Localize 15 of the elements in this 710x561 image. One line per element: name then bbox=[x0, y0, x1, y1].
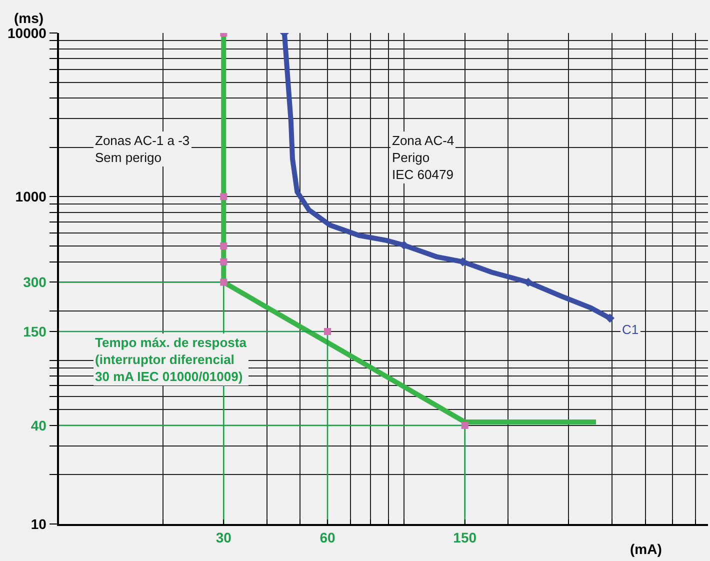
x-axis-title: (mA) bbox=[630, 541, 662, 557]
annotation: Zona AC-4 Perigo IEC 60479 bbox=[392, 133, 454, 182]
y-tick-label: 150 bbox=[23, 323, 47, 340]
annotation: C1 bbox=[622, 322, 639, 337]
x-tick-label: 150 bbox=[453, 530, 477, 546]
y-tick-label: 1000 bbox=[15, 188, 47, 205]
y-tick-label: 300 bbox=[23, 274, 47, 290]
y-tick-label: 10 bbox=[30, 516, 47, 532]
y-tick-label: 40 bbox=[30, 417, 47, 434]
annotation: Zonas AC-1 a -3 Sem perigo bbox=[95, 133, 190, 165]
y-axis-title: (ms) bbox=[14, 10, 44, 26]
x-tick-label: 30 bbox=[216, 530, 232, 546]
annotation: Tempo máx. de resposta (interruptor diferencial 30 mA IEC 01000/01009) bbox=[95, 335, 248, 384]
x-tick-label: 60 bbox=[320, 530, 336, 546]
y-tick-label: 10000 bbox=[8, 24, 47, 41]
